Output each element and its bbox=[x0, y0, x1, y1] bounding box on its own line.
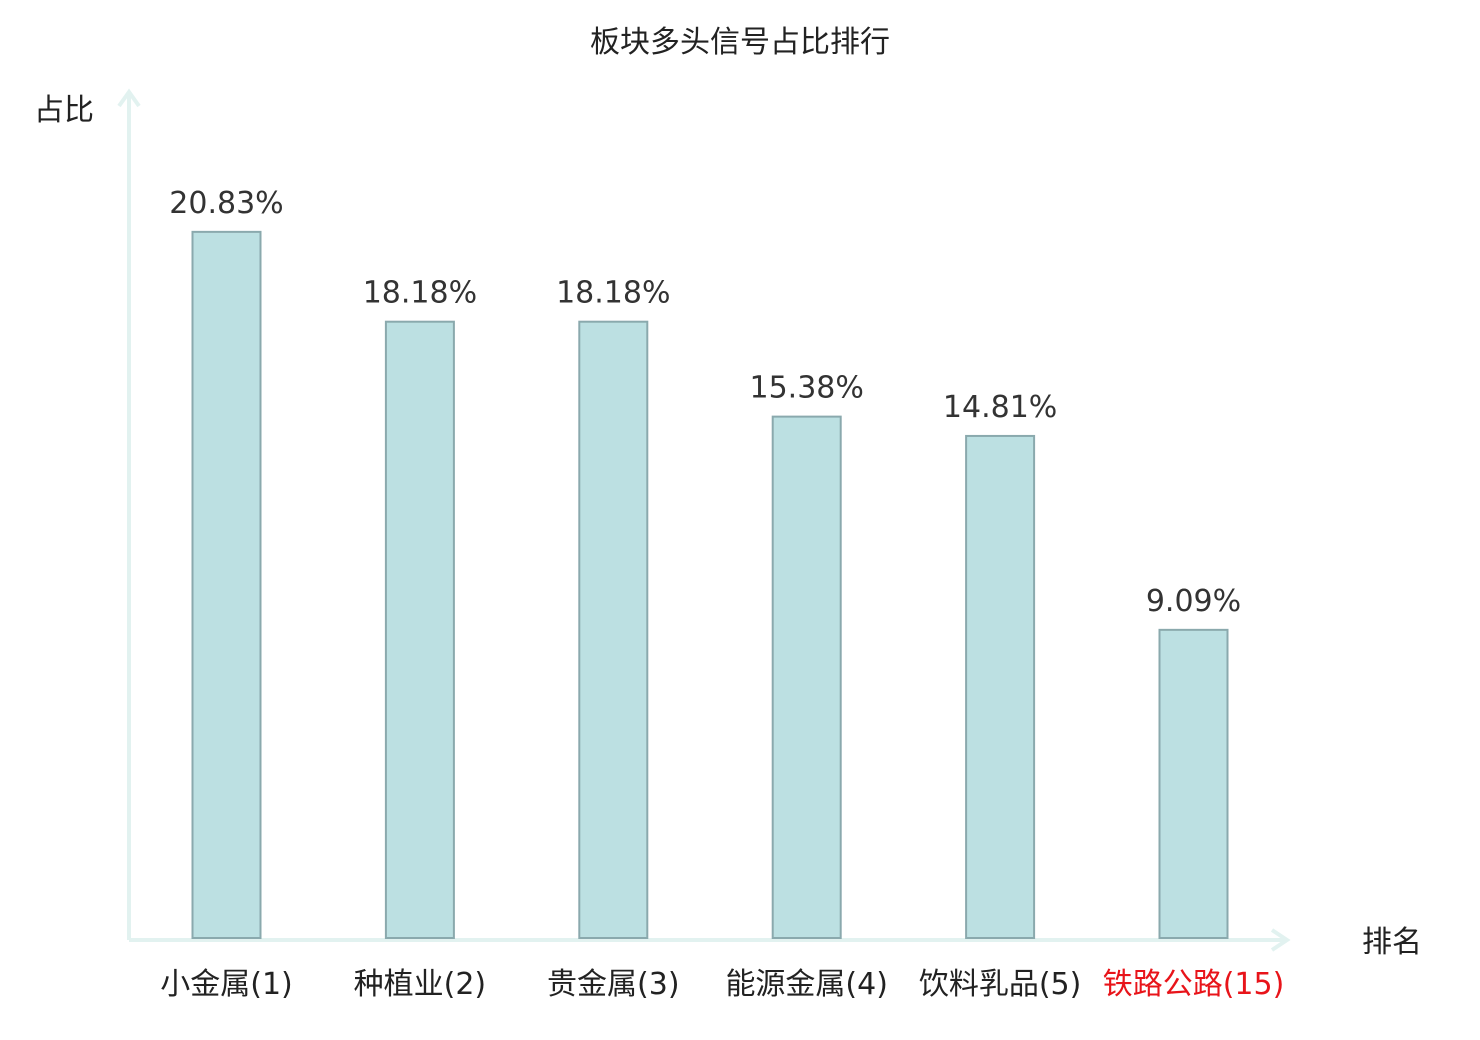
bar-1 bbox=[191, 230, 262, 940]
bar-3 bbox=[578, 320, 649, 939]
y-axis-arrow bbox=[117, 88, 141, 108]
axes bbox=[117, 88, 1291, 952]
value-label-1: 20.83% bbox=[169, 186, 283, 221]
value-label-6: 9.09% bbox=[1146, 584, 1241, 619]
category-label-1: 小金属(1) bbox=[160, 967, 293, 1002]
value-labels-group: 20.83% 18.18% 18.18% 15.38% 14.81% 9.09% bbox=[169, 186, 1241, 619]
x-axis-arrow bbox=[1270, 928, 1291, 952]
bar-6 bbox=[1158, 628, 1229, 939]
category-label-2: 种植业(2) bbox=[354, 967, 487, 1002]
category-label-5: 饮料乳品(5) bbox=[919, 967, 1082, 1002]
category-label-6: 铁路公路(15) bbox=[1103, 967, 1285, 1002]
bar-5 bbox=[965, 434, 1036, 939]
bar-2 bbox=[384, 320, 455, 939]
category-label-3: 贵金属(3) bbox=[547, 967, 680, 1002]
category-labels-group: 小金属(1) 种植业(2) 贵金属(3) 能源金属(4) 饮料乳品(5) 铁路公路(15) bbox=[160, 967, 1284, 1002]
x-axis-label: 排名 bbox=[1362, 925, 1422, 960]
bar-4 bbox=[771, 415, 842, 940]
category-label-4: 能源金属(4) bbox=[725, 967, 888, 1002]
value-label-4: 15.38% bbox=[750, 371, 864, 406]
y-axis-label: 占比 bbox=[34, 93, 94, 128]
value-label-3: 18.18% bbox=[556, 276, 670, 311]
value-label-2: 18.18% bbox=[363, 276, 477, 311]
value-label-5: 14.81% bbox=[943, 390, 1057, 425]
chart-title: 板块多头信号占比排行 bbox=[590, 25, 890, 60]
bars-group bbox=[191, 230, 1229, 940]
